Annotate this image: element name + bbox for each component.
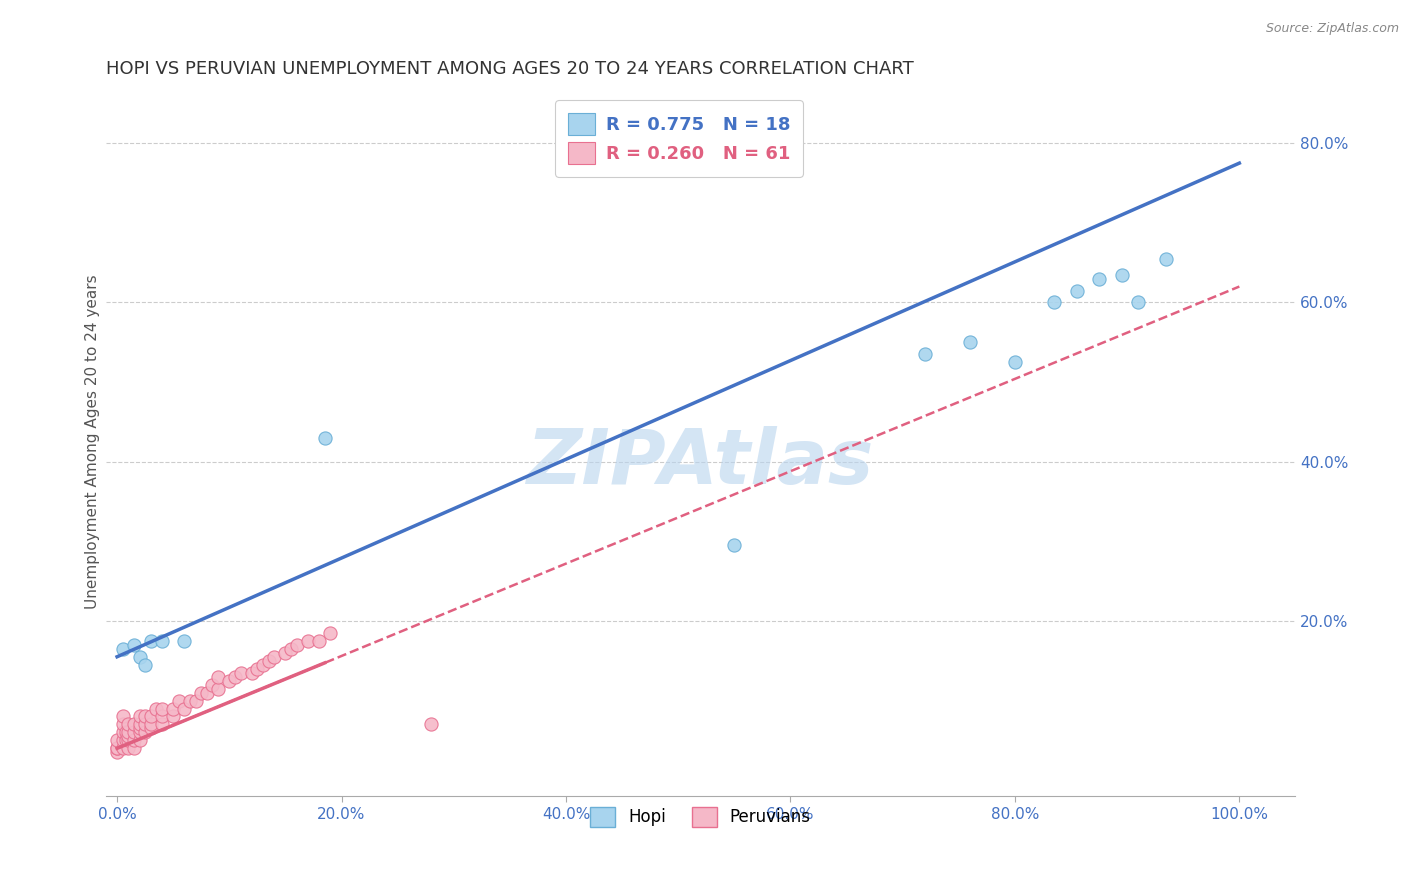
Point: [308, 633, 330, 648]
Text: HOPI VS PERUVIAN UNEMPLOYMENT AMONG AGES 20 TO 24 YEARS CORRELATION CHART: HOPI VS PERUVIAN UNEMPLOYMENT AMONG AGES…: [105, 60, 914, 78]
Point: [105, 733, 128, 747]
Point: [162, 709, 184, 723]
Point: [240, 665, 263, 680]
Point: [173, 633, 195, 648]
Point: [134, 717, 156, 731]
Point: [128, 733, 150, 747]
Point: [115, 733, 138, 747]
Point: [117, 725, 139, 739]
Point: [218, 673, 240, 688]
Point: [105, 741, 128, 756]
Point: [420, 717, 443, 731]
Point: [111, 641, 134, 656]
Point: [184, 693, 207, 707]
Point: [1004, 355, 1026, 369]
Point: [122, 733, 145, 747]
Point: [145, 701, 167, 715]
Point: [128, 717, 150, 731]
Point: [139, 709, 162, 723]
Y-axis label: Unemployment Among Ages 20 to 24 years: Unemployment Among Ages 20 to 24 years: [86, 275, 100, 609]
Point: [1156, 252, 1178, 266]
Point: [195, 685, 218, 699]
Point: [959, 335, 981, 350]
Point: [111, 709, 134, 723]
Point: [246, 662, 269, 676]
Text: ZIPAtlas: ZIPAtlas: [527, 426, 875, 500]
Point: [319, 625, 342, 640]
Point: [173, 701, 195, 715]
Point: [117, 730, 139, 744]
Point: [207, 681, 229, 696]
Point: [1111, 268, 1133, 282]
Point: [139, 722, 162, 736]
Point: [122, 741, 145, 756]
Point: [285, 638, 308, 652]
Point: [150, 709, 173, 723]
Point: [134, 725, 156, 739]
Point: [274, 646, 297, 660]
Point: [914, 347, 936, 361]
Point: [1128, 295, 1150, 310]
Point: [280, 641, 302, 656]
Point: [139, 717, 162, 731]
Point: [314, 431, 336, 445]
Point: [150, 717, 173, 731]
Point: [122, 717, 145, 731]
Point: [257, 654, 280, 668]
Point: [128, 709, 150, 723]
Point: [111, 741, 134, 756]
Point: [150, 701, 173, 715]
Point: [723, 538, 745, 552]
Point: [263, 649, 285, 664]
Point: [179, 693, 201, 707]
Point: [105, 745, 128, 759]
Point: [122, 638, 145, 652]
Point: [111, 725, 134, 739]
Point: [190, 685, 212, 699]
Point: [252, 657, 274, 672]
Point: [139, 633, 162, 648]
Point: [105, 741, 128, 756]
Point: [162, 701, 184, 715]
Point: [167, 693, 190, 707]
Point: [128, 649, 150, 664]
Point: [1088, 271, 1111, 285]
Point: [134, 657, 156, 672]
Point: [150, 633, 173, 648]
Text: Source: ZipAtlas.com: Source: ZipAtlas.com: [1265, 22, 1399, 36]
Point: [111, 717, 134, 731]
Point: [229, 665, 252, 680]
Point: [128, 725, 150, 739]
Point: [111, 733, 134, 747]
Point: [115, 725, 138, 739]
Point: [297, 633, 319, 648]
Point: [1066, 284, 1088, 298]
Point: [117, 717, 139, 731]
Point: [134, 709, 156, 723]
Legend: Hopi, Peruvians: Hopi, Peruvians: [583, 800, 817, 834]
Point: [1043, 295, 1066, 310]
Point: [207, 670, 229, 684]
Point: [117, 741, 139, 756]
Point: [201, 678, 224, 692]
Point: [122, 725, 145, 739]
Point: [128, 722, 150, 736]
Point: [224, 670, 246, 684]
Point: [117, 733, 139, 747]
